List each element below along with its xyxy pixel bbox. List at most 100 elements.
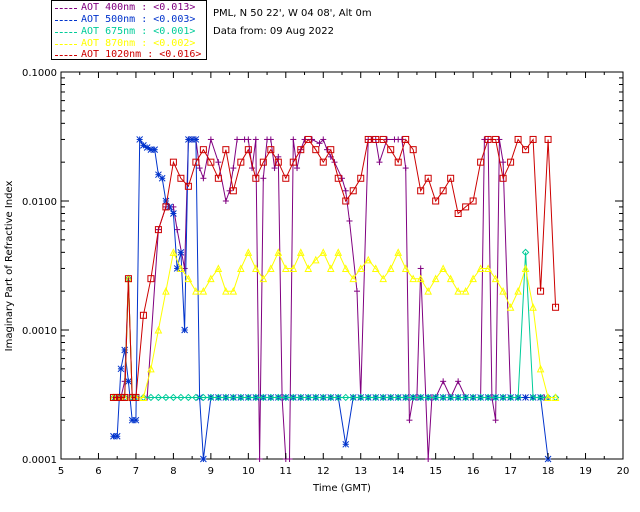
data-point-aot-400nm (346, 217, 353, 224)
legend-swatch-400nm (55, 8, 77, 9)
data-point-aot-1020nm (469, 197, 477, 205)
data-point-aot-1020nm (124, 275, 132, 283)
data-point-aot-400nm (267, 136, 274, 143)
data-point-aot-1020nm (327, 146, 335, 154)
data-point-aot-500nm (132, 416, 140, 424)
legend-item-870nm: AOT 870nm : <0.002> (52, 38, 206, 50)
data-point-aot-1020nm (372, 135, 380, 143)
data-point-aot-675nm (506, 393, 515, 402)
data-point-aot-675nm (244, 393, 253, 402)
legend-swatch-1020nm (55, 55, 77, 56)
x-tick-label: 16 (467, 466, 480, 477)
data-point-aot-1020nm (484, 135, 492, 143)
x-tick-label: 13 (354, 466, 367, 477)
data-point-aot-1020nm (417, 187, 425, 195)
data-point-aot-675nm (372, 393, 380, 402)
data-point-aot-500nm-d2 (125, 377, 132, 385)
data-point-aot-400nm (260, 175, 267, 182)
data-point-aot-675nm (357, 393, 365, 402)
data-point-aot-400nm (353, 288, 360, 295)
legend-item-1020nm: AOT 1020nm : <0.016> (52, 49, 206, 61)
data-point-aot-1020nm (207, 158, 215, 166)
data-point-aot-870nm (401, 264, 410, 272)
data-point-aot-870nm (476, 264, 485, 272)
data-point-aot-870nm (544, 393, 552, 401)
data-point-aot-675nm (199, 393, 208, 402)
data-point-aot-870nm (274, 248, 283, 256)
data-point-aot-1020nm (109, 393, 117, 401)
x-axis-label: Time (GMT) (312, 483, 371, 494)
data-point-aot-675nm (184, 393, 193, 402)
data-point-aot-1020nm (199, 146, 207, 154)
data-point-aot-870nm (296, 248, 305, 256)
data-point-aot-500nm (113, 432, 121, 440)
data-point-aot-1020nm (349, 187, 357, 195)
data-point-aot-1020nm (357, 174, 365, 182)
data-point-aot-500nm-d2 (192, 136, 200, 143)
data-point-aot-870nm (237, 264, 245, 272)
data-point-aot-400nm (402, 165, 409, 172)
series-line-aot-1020nm (113, 138, 557, 398)
data-point-aot-400nm (301, 136, 308, 143)
data-point-aot-1020nm (147, 275, 155, 283)
legend-label-870nm: AOT 870nm : <0.002> (81, 38, 196, 49)
data-point-aot-870nm (207, 274, 215, 283)
data-point-aot-500nm (177, 248, 185, 256)
data-point-aot-500nm (121, 346, 129, 354)
data-point-aot-870nm (454, 287, 462, 295)
data-point-aot-1020nm (319, 158, 327, 166)
data-point-aot-1020nm (229, 187, 237, 195)
legend-label-400nm: AOT 400nm : <0.013> (81, 2, 196, 13)
data-point-aot-500nm-d2 (170, 210, 177, 217)
data-point-aot-1020nm (537, 287, 545, 295)
data-point-aot-870nm (177, 264, 185, 272)
legend-item-675nm: AOT 675nm : <0.001> (52, 26, 206, 38)
x-tick-label: 17 (504, 466, 517, 477)
data-point-aot-870nm (169, 248, 178, 256)
data-point-aot-1020nm (477, 158, 485, 166)
data-point-aot-870nm (154, 325, 163, 334)
data-point-aot-400nm (271, 165, 278, 172)
data-point-aot-500nm-d2 (158, 174, 166, 182)
data-point-aot-870nm (259, 274, 268, 283)
data-point-aot-1020nm (334, 174, 342, 182)
data-point-aot-1020nm (439, 187, 447, 195)
data-point-aot-870nm (289, 264, 298, 272)
data-point-aot-1020nm (409, 146, 417, 154)
data-point-aot-1020nm (184, 182, 192, 190)
data-point-aot-675nm (282, 393, 290, 402)
data-point-aot-1020nm (522, 146, 530, 154)
data-point-aot-870nm (506, 303, 515, 311)
data-point-aot-500nm (117, 365, 125, 373)
data-point-aot-1020nm (132, 393, 140, 401)
data-point-aot-870nm (514, 287, 522, 295)
data-point-aot-1020nm (387, 146, 395, 154)
data-point-aot-675nm (469, 393, 477, 402)
data-point-aot-870nm (521, 264, 530, 272)
data-point-aot-1020nm (154, 226, 162, 234)
y-axis-label: Imaginary Part of Refractive Index (4, 181, 15, 352)
data-point-aot-870nm (311, 255, 320, 264)
data-point-aot-500nm-d2 (117, 365, 125, 373)
data-point-aot-1020nm (492, 135, 500, 143)
y-tick-label: 0.1000 (22, 68, 57, 79)
data-point-aot-870nm (244, 248, 253, 256)
data-point-aot-400nm (320, 136, 327, 143)
data-point-aot-675nm (237, 393, 245, 402)
data-point-aot-870nm (371, 264, 380, 272)
legend-item-400nm: AOT 400nm : <0.013> (52, 2, 206, 14)
data-point-aot-870nm (379, 274, 388, 283)
data-point-aot-675nm (259, 393, 268, 402)
data-point-aot-400nm (376, 159, 383, 166)
data-point-aot-400nm (234, 136, 241, 143)
data-point-aot-1020nm (244, 146, 252, 154)
data-point-aot-1020nm (222, 146, 230, 154)
data-point-aot-400nm (200, 175, 207, 182)
data-point-aot-675nm (394, 393, 402, 402)
data-point-aot-870nm (484, 264, 492, 272)
data-point-aot-870nm (431, 274, 440, 283)
data-point-aot-870nm (416, 274, 425, 283)
data-point-aot-870nm (281, 264, 290, 272)
data-point-aot-1020nm (514, 135, 522, 143)
